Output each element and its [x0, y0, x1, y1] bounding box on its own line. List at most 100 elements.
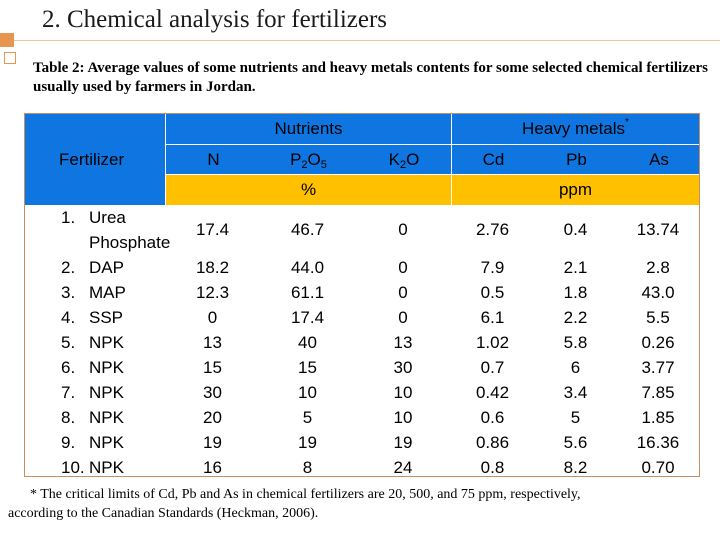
- fertilizer-number: 6.: [61, 358, 76, 377]
- cd-value: 7.9: [480, 258, 505, 277]
- k2o-value: 30: [393, 358, 413, 377]
- p2o5-value: 17.4: [290, 308, 325, 327]
- fertilizer-number: 5.: [61, 333, 76, 352]
- fertilizer-row: 3. MAP: [61, 280, 170, 305]
- fertilizer-row: 5. NPK: [61, 330, 170, 355]
- k2o-value: 0: [398, 283, 408, 302]
- fertilizer-name: MAP: [89, 283, 126, 302]
- fertilizer-name: NPK: [89, 458, 124, 477]
- p2o5-value: 19: [298, 433, 317, 452]
- pb-column: 0.4 2.1 1.8 2.2 5.8 6 3.4 5 5.6 8.2: [534, 205, 617, 480]
- table-body: 1. Urea Phosphate 2. DAP 3. MAP 4. SSP 5. NPK 6. NPK…: [25, 205, 699, 477]
- p2o5-column: 46.7 44.0 61.1 17.4 40 15 10 5 19 8: [260, 205, 355, 480]
- pb-header: Pb: [566, 149, 587, 169]
- as-value: 5.5: [646, 308, 670, 327]
- cd-column: 2.76 7.9 0.5 6.1 1.02 0.7 0.42 0.6 0.86 …: [451, 205, 534, 480]
- cd-value: 1.02: [475, 333, 510, 352]
- fertilizer-row: 6. NPK: [61, 355, 170, 380]
- cd-value: 0.8: [480, 458, 505, 477]
- k2o-value: 0: [398, 258, 408, 277]
- fertilizer-names-column: 1. Urea Phosphate 2. DAP 3. MAP 4. SSP 5. NPK 6. NPK…: [61, 205, 170, 480]
- fertilizer-row: Phosphate: [61, 230, 170, 255]
- p2o5-value: 8: [302, 458, 313, 477]
- footnote-line-2: according to the Canadian Standards (Hec…: [8, 506, 319, 521]
- k2o-value: 10: [393, 383, 413, 402]
- p2o5-value: 40: [298, 333, 317, 352]
- fertilizer-number: 7.: [61, 383, 76, 402]
- fertilizer-name: NPK: [89, 408, 124, 427]
- fertilizer-name: DAP: [89, 258, 124, 277]
- as-value: 3.77: [641, 358, 675, 377]
- heavy-metals-header: Heavy metals *: [452, 114, 699, 144]
- p2o5-value: 5: [302, 408, 313, 427]
- fertilizer-row: 9. NPK: [61, 430, 170, 455]
- p2o5-sub-5: 5: [320, 158, 327, 171]
- p2o5-p: P: [290, 149, 302, 169]
- slide-title: 2. Chemical analysis for fertilizers: [42, 6, 388, 33]
- k2o-sub-2: 2: [399, 158, 407, 171]
- cd-value: 0.6: [480, 408, 505, 427]
- n-header: N: [207, 149, 220, 169]
- footnote-line-1: * The critical limits of Cd, Pb and As i…: [30, 487, 581, 502]
- heavy-metals-label: Heavy metals: [522, 119, 626, 138]
- as-value: 2.8: [646, 258, 670, 277]
- percent-unit-cell: %: [165, 174, 451, 205]
- fertilizer-row: 8. NPK: [61, 405, 170, 430]
- pb-value: 1.8: [563, 283, 588, 302]
- fertilizer-number: 2.: [61, 258, 76, 277]
- n-value: 0: [207, 308, 218, 327]
- ppm-unit: ppm: [558, 180, 593, 199]
- fertilizer-number: 8.: [61, 408, 76, 427]
- heavy-metals-header-cell: Heavy metals *: [451, 114, 699, 144]
- fertilizer-name: Urea: [89, 208, 126, 227]
- pb-value: 2.2: [563, 308, 588, 327]
- title-divider: [14, 40, 720, 41]
- k2o-value: 0: [398, 220, 408, 239]
- fertilizer-name: SSP: [89, 308, 124, 327]
- title-accent-block: [0, 33, 14, 47]
- pb-value: 6: [570, 358, 581, 377]
- p2o5-o: O: [307, 149, 321, 169]
- k2o-value: 0: [398, 308, 408, 327]
- pb-value: 3.4: [563, 383, 588, 402]
- table-caption: Table 2: Average values of some nutrient…: [33, 60, 709, 95]
- fertilizer-row: 1. Urea: [61, 205, 170, 230]
- p2o5-value: 15: [298, 358, 317, 377]
- fertilizer-row: 2. DAP: [61, 255, 170, 280]
- fertilizer-row: 4. SSP: [61, 305, 170, 330]
- pb-value: 5: [570, 408, 581, 427]
- p2o5-value: 44.0: [290, 258, 325, 277]
- n-value: 15: [203, 358, 222, 377]
- fertilizer-number: 10.: [61, 458, 85, 477]
- pb-value: 5.8: [563, 333, 588, 352]
- n-value: 19: [203, 433, 222, 452]
- fertilizer-number: 1.: [61, 208, 76, 227]
- k2o-value: 19: [393, 433, 413, 452]
- fertilizer-number: 3.: [61, 283, 76, 302]
- ppm-unit-cell: ppm: [451, 174, 699, 205]
- nutrients-header: Nutrients: [274, 119, 343, 138]
- as-value: 43.0: [641, 283, 675, 302]
- fertilizer-row: 10. NPK: [61, 455, 170, 480]
- as-value: 0.26: [641, 333, 675, 352]
- pb-value: 8.2: [563, 458, 588, 477]
- cd-value: 2.76: [475, 220, 510, 239]
- bullet-square-icon: [4, 52, 16, 64]
- fertilizer-row: 7. NPK: [61, 380, 170, 405]
- as-header: As: [649, 149, 669, 169]
- cd-value: 0.42: [475, 383, 510, 402]
- heavy-metals-footnote-mark: *: [625, 116, 629, 128]
- p2o5-value: 46.7: [290, 220, 325, 239]
- cd-header: Cd: [482, 149, 505, 169]
- k2o-column: 0 0 0 0 13 30 10 10 19 24: [355, 205, 451, 480]
- fertilizer-number: 9.: [61, 433, 76, 452]
- k2o-o: O: [406, 149, 420, 169]
- as-column: 13.74 2.8 43.0 5.5 0.26 3.77 7.85 1.85 1…: [617, 205, 699, 480]
- pb-value: 2.1: [563, 258, 588, 277]
- n-column: 17.4 18.2 12.3 0 13 15 30 20 19 16: [165, 205, 260, 480]
- n-value: 20: [203, 408, 222, 427]
- cd-value: 0.7: [480, 358, 505, 377]
